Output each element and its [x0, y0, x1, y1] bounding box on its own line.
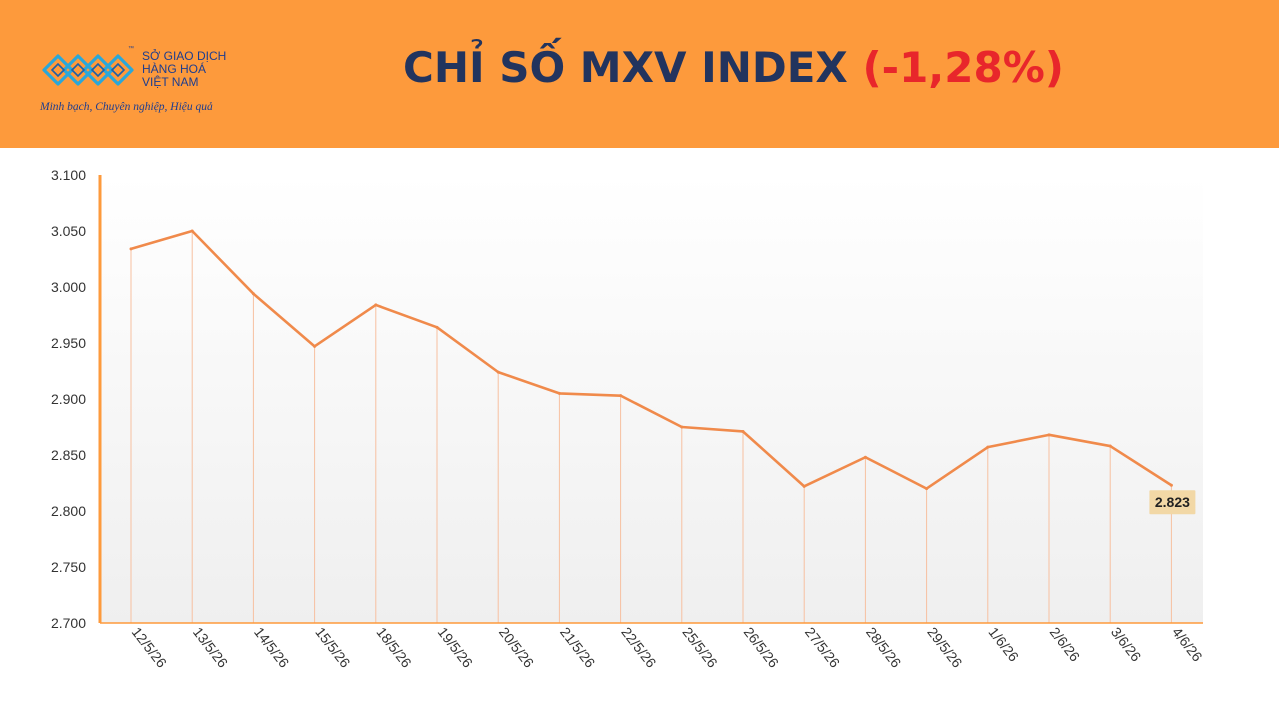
x-tick-label: 14/5/26: [251, 624, 292, 671]
x-tick-label: 3/6/26: [1108, 624, 1145, 665]
x-tick-label: 12/5/26: [129, 624, 170, 671]
x-tick-label: 2/6/26: [1047, 624, 1084, 665]
series-line: [130, 229, 1173, 490]
x-tick-label: 28/5/26: [863, 624, 904, 671]
x-tick-label: 22/5/26: [618, 624, 659, 671]
data-point: [435, 325, 439, 329]
header-banner: ™ SỞ GIAO DỊCH HÀNG HOÁ VIỆT NAM Minh bạ…: [0, 0, 1279, 148]
mxv-logo-icon: [42, 54, 134, 86]
last-value-label-group: 2.823: [1149, 490, 1196, 515]
plot-area-background: [100, 175, 1203, 623]
last-value-label: 2.823: [1155, 494, 1190, 510]
data-point: [374, 303, 378, 307]
data-point: [313, 344, 317, 348]
y-tick-label: 2.800: [51, 503, 86, 519]
x-tick-label: 29/5/26: [924, 624, 965, 671]
data-point: [619, 394, 623, 398]
y-axis-ticks: 2.700 2.750 2.800 2.850 2.900 2.950 3.000 3.050…: [51, 167, 86, 631]
logo-name-line: SỞ GIAO DỊCH: [142, 49, 227, 63]
y-tick-label: 2.850: [51, 447, 86, 463]
data-point: [1169, 483, 1173, 487]
x-tick-label: 19/5/26: [435, 624, 476, 671]
line-chart: 2.700 2.750 2.800 2.850 2.900 2.950 3.000 3.050…: [51, 167, 1206, 671]
logo-name-line: HÀNG HOÁ: [142, 62, 207, 76]
data-point: [863, 455, 867, 459]
data-point: [741, 429, 745, 433]
x-tick-label: 15/5/26: [312, 624, 353, 671]
logo-trademark: ™: [128, 46, 134, 52]
x-tick-label: 20/5/26: [496, 624, 537, 671]
x-tick-label: 25/5/26: [679, 624, 720, 671]
title-text: CHỈ SỐ MXV INDEX: [403, 43, 848, 92]
y-tick-label: 2.750: [51, 559, 86, 575]
page-title: CHỈ SỐ MXV INDEX (-1,28%): [403, 40, 1064, 96]
y-tick-label: 3.000: [51, 279, 86, 295]
logo-name: SỞ GIAO DỊCH HÀNG HOÁ VIỆT NAM: [142, 50, 226, 89]
y-tick-label: 2.700: [51, 615, 86, 631]
data-point: [129, 247, 133, 251]
x-axis-ticks: 12/5/26 13/5/26 14/5/26 15/5/26 18/5/26 19/5/…: [129, 624, 1206, 671]
y-tick-label: 2.900: [51, 391, 86, 407]
data-point: [496, 370, 500, 374]
x-tick-label: 4/6/26: [1169, 624, 1206, 665]
x-tick-label: 27/5/26: [802, 624, 843, 671]
data-point: [251, 292, 255, 296]
data-point: [680, 425, 684, 429]
change-percent: (-1,28%): [862, 43, 1064, 92]
logo-name-line: VIỆT NAM: [142, 75, 199, 89]
data-point: [925, 487, 929, 491]
y-tick-label: 3.050: [51, 223, 86, 239]
data-point: [557, 391, 561, 395]
x-tick-label: 18/5/26: [373, 624, 414, 671]
data-point: [1047, 433, 1051, 437]
mxv-logo: ™ SỞ GIAO DỊCH HÀNG HOÁ VIỆT NAM Minh bạ…: [40, 46, 240, 118]
data-points: [129, 229, 1173, 491]
logo-slogan: Minh bạch, Chuyên nghiệp, Hiệu quả: [40, 101, 213, 113]
data-point: [802, 484, 806, 488]
last-value-label-bg: [1149, 490, 1196, 515]
x-tick-label: 13/5/26: [190, 624, 231, 671]
y-tick-label: 3.100: [51, 167, 86, 183]
data-point: [1108, 444, 1112, 448]
x-tick-label: 1/6/26: [985, 624, 1022, 665]
y-tick-label: 2.950: [51, 335, 86, 351]
x-tick-label: 26/5/26: [741, 624, 782, 671]
x-tick-label: 21/5/26: [557, 624, 598, 671]
data-point: [190, 229, 194, 233]
drop-lines: [130, 231, 1172, 623]
data-point: [986, 445, 990, 449]
